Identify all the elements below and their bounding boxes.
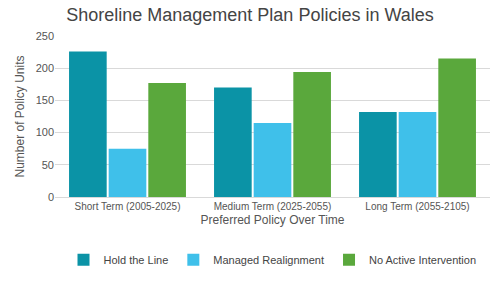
svg-text:0: 0: [48, 191, 54, 203]
svg-text:Hold the Line: Hold the Line: [104, 254, 169, 266]
svg-text:No Active Intervention: No Active Intervention: [369, 254, 476, 266]
svg-text:50: 50: [42, 159, 54, 171]
svg-text:Long Term (2055-2105): Long Term (2055-2105): [365, 201, 469, 212]
svg-text:200: 200: [36, 62, 54, 74]
svg-text:Shoreline Management Plan Poli: Shoreline Management Plan Policies in Wa…: [66, 5, 434, 25]
svg-text:250: 250: [36, 30, 54, 42]
svg-text:150: 150: [36, 94, 54, 106]
svg-text:Preferred Policy Over Time: Preferred Policy Over Time: [200, 213, 344, 227]
svg-text:Number of Policy Units: Number of Policy Units: [13, 55, 27, 177]
svg-text:100: 100: [36, 126, 54, 138]
svg-text:Medium Term (2025-2055): Medium Term (2025-2055): [214, 201, 332, 212]
svg-text:Short Term (2005-2025): Short Term (2005-2025): [75, 201, 181, 212]
svg-text:Managed Realignment: Managed Realignment: [213, 254, 324, 266]
